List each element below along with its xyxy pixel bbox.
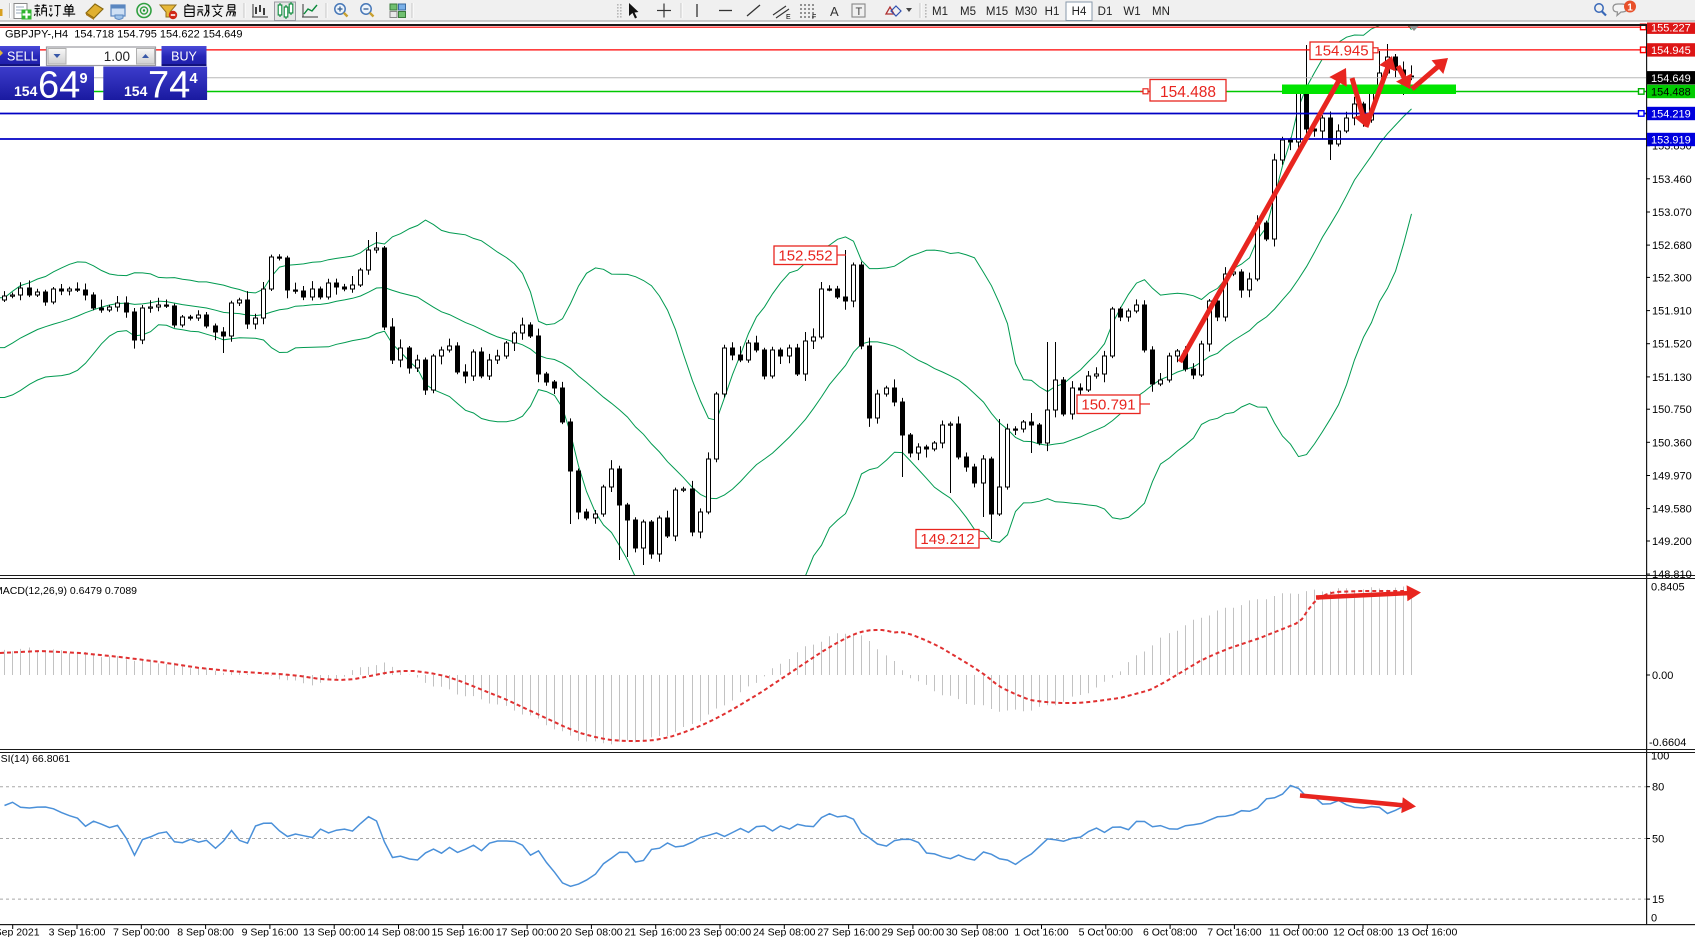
svg-text:7 Sep 00:00: 7 Sep 00:00 [113,927,170,937]
svg-text:64: 64 [38,65,80,107]
svg-text:6 Oct 08:00: 6 Oct 08:00 [1143,927,1197,937]
svg-text:153.919: 153.919 [1651,135,1691,147]
svg-text:M15: M15 [986,6,1008,18]
svg-text:152.680: 152.680 [1652,240,1692,252]
svg-text:0.8405: 0.8405 [1651,582,1685,594]
svg-text:100: 100 [1651,751,1669,763]
svg-text:11 Oct 00:00: 11 Oct 00:00 [1269,927,1329,937]
svg-text:0.00: 0.00 [1652,670,1673,682]
svg-text:154.488: 154.488 [1651,87,1691,99]
svg-text:D1: D1 [1098,6,1113,18]
svg-text:E: E [786,14,791,21]
svg-text:7 Oct 16:00: 7 Oct 16:00 [1207,927,1261,937]
svg-text:153.070: 153.070 [1652,207,1692,219]
svg-text:149.212: 149.212 [920,531,974,548]
svg-text:80: 80 [1652,782,1664,794]
svg-text:15: 15 [1652,894,1664,906]
svg-text:M1: M1 [932,6,948,18]
svg-text:155.227: 155.227 [1651,22,1691,34]
svg-text:153.460: 153.460 [1652,174,1692,186]
svg-text:150.360: 150.360 [1652,437,1692,449]
svg-text:5 Oct 00:00: 5 Oct 00:00 [1079,927,1133,937]
svg-text:GBPJPY-,H4 154.718 154.795 15: GBPJPY-,H4 154.718 154.795 154.622 154.6… [5,29,243,41]
svg-text:13 Sep 00:00: 13 Sep 00:00 [303,927,366,937]
svg-text:150.791: 150.791 [1081,396,1135,413]
svg-text:20 Sep 08:00: 20 Sep 08:00 [560,927,623,937]
svg-text:H4: H4 [1072,6,1087,18]
svg-text:MACD(12,26,9) 0.6479 0.7089: MACD(12,26,9) 0.6479 0.7089 [0,585,137,597]
svg-text:1.00: 1.00 [104,49,130,64]
svg-text:W1: W1 [1123,6,1140,18]
svg-text:29 Sep 00:00: 29 Sep 00:00 [882,927,945,937]
svg-text:152.300: 152.300 [1652,272,1692,284]
svg-text:23 Sep 00:00: 23 Sep 00:00 [689,927,752,937]
svg-text:13 Oct 16:00: 13 Oct 16:00 [1397,927,1457,937]
svg-text:12 Oct 08:00: 12 Oct 08:00 [1333,927,1393,937]
svg-text:154.219: 154.219 [1651,109,1691,121]
svg-text:74: 74 [148,65,190,107]
svg-text:0: 0 [1651,913,1657,925]
svg-text:3 Sep 16:00: 3 Sep 16:00 [49,927,106,937]
svg-text:15 Sep 16:00: 15 Sep 16:00 [432,927,495,937]
svg-text:9: 9 [80,71,88,87]
svg-text:8 Sep 08:00: 8 Sep 08:00 [177,927,234,937]
svg-text:BUY: BUY [171,50,197,64]
svg-text:154: 154 [124,83,148,99]
svg-text:RSI(14) 66.8061: RSI(14) 66.8061 [0,753,70,765]
svg-text:SELL: SELL [7,50,38,64]
svg-text:149.200: 149.200 [1652,536,1692,548]
svg-text:149.970: 149.970 [1652,471,1692,483]
svg-text:151.520: 151.520 [1652,339,1692,351]
svg-text:21 Sep 16:00: 21 Sep 16:00 [624,927,687,937]
svg-text:M5: M5 [960,6,976,18]
svg-text:1 Oct 16:00: 1 Oct 16:00 [1014,927,1068,937]
svg-text:27 Sep 16:00: 27 Sep 16:00 [817,927,880,937]
svg-text:154.945: 154.945 [1314,42,1368,59]
svg-text:M30: M30 [1015,6,1037,18]
svg-text:MN: MN [1152,6,1170,18]
svg-text:24 Sep 08:00: 24 Sep 08:00 [753,927,816,937]
svg-text:149.580: 149.580 [1652,504,1692,516]
svg-text:9 Sep 16:00: 9 Sep 16:00 [242,927,299,937]
svg-text:154.945: 154.945 [1651,45,1691,57]
svg-text:17 Sep 00:00: 17 Sep 00:00 [496,927,559,937]
svg-text:151.910: 151.910 [1652,306,1692,318]
svg-text:151.130: 151.130 [1652,372,1692,384]
svg-text:T: T [856,6,863,18]
svg-text:14 Sep 08:00: 14 Sep 08:00 [367,927,430,937]
svg-text:F: F [812,14,816,21]
svg-text:2 Sep 2021: 2 Sep 2021 [0,927,40,937]
svg-text:152.552: 152.552 [778,247,832,264]
svg-text:154.649: 154.649 [1651,73,1691,85]
svg-text:1: 1 [1627,3,1633,14]
svg-text:50: 50 [1652,834,1664,846]
svg-text:A: A [830,4,839,19]
svg-text:150.750: 150.750 [1652,404,1692,416]
svg-text:154.488: 154.488 [1160,84,1216,101]
svg-text:4: 4 [190,71,198,87]
svg-text:30 Sep 08:00: 30 Sep 08:00 [946,927,1009,937]
svg-text:H1: H1 [1045,6,1060,18]
svg-text:-0.6604: -0.6604 [1649,737,1686,749]
svg-text:154: 154 [14,83,38,99]
svg-text:148.810: 148.810 [1652,569,1692,581]
